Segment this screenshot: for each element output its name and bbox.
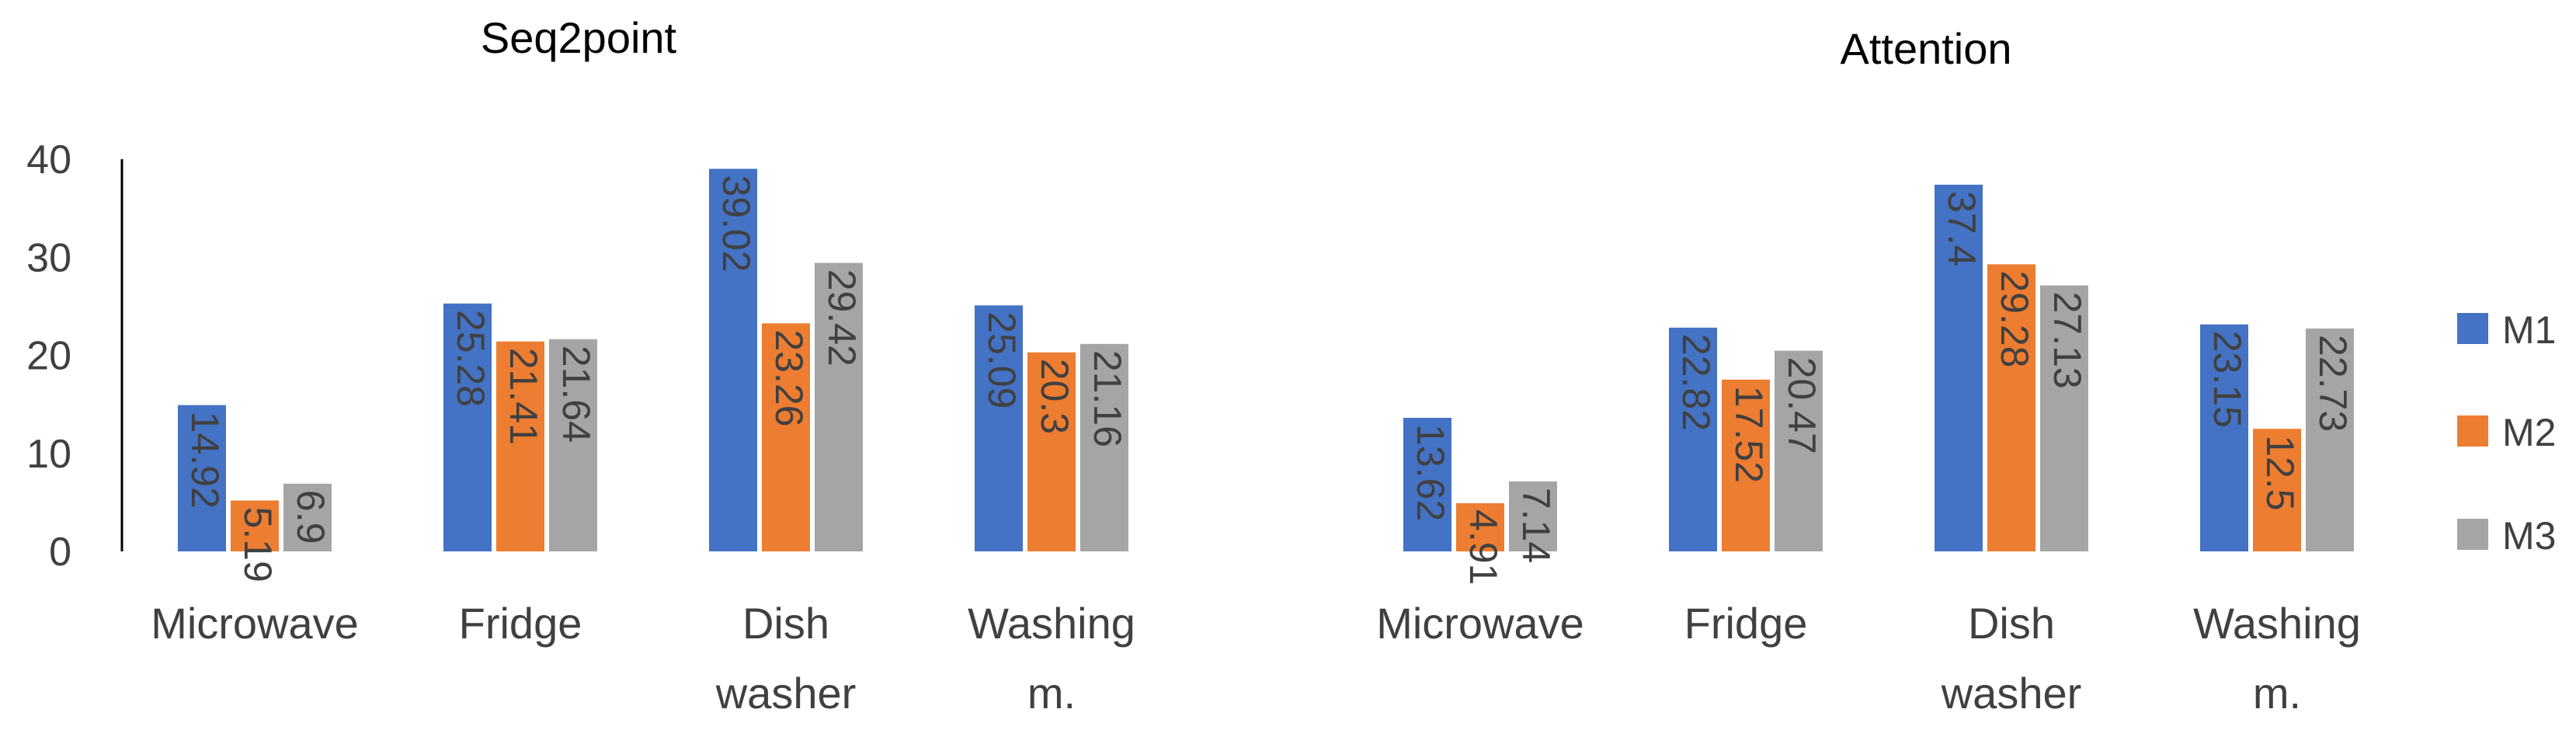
bar: [231, 500, 279, 551]
bar: [975, 305, 1023, 551]
bar: [2253, 429, 2301, 551]
legend-label: M2: [2502, 411, 2556, 454]
data-label: 22.82: [1674, 334, 1718, 431]
bar: [1509, 481, 1557, 551]
legend-swatch: [2457, 415, 2488, 447]
data-label: 27.13: [2046, 291, 2089, 388]
bar: [709, 169, 757, 551]
data-label: 22.73: [2311, 335, 2355, 432]
data-label: 13.62: [1409, 424, 1452, 521]
data-label: 12.5: [2258, 435, 2302, 510]
category-label: m.: [1027, 669, 1076, 718]
category-label: Microwave: [1376, 599, 1584, 648]
data-label: 7.14: [1514, 488, 1558, 563]
data-label: 23.26: [767, 329, 811, 426]
category-label: Washing: [2193, 599, 2361, 648]
category-label: Dish: [742, 599, 829, 648]
legend-swatch: [2457, 519, 2488, 550]
category-label: washer: [715, 669, 857, 718]
data-label: 6.9: [289, 490, 332, 544]
bar: [1403, 418, 1451, 551]
data-label: 20.3: [1033, 359, 1076, 434]
data-label: 4.91: [1462, 509, 1505, 585]
bar: [2200, 324, 2248, 551]
bar: [1027, 352, 1076, 551]
category-label: Microwave: [151, 599, 359, 648]
bar: [1080, 343, 1128, 551]
bar: [762, 323, 810, 551]
bar: [1987, 264, 2035, 551]
legend-label: M1: [2502, 308, 2556, 352]
data-label: 17.52: [1727, 386, 1771, 483]
y-tick-label: 30: [26, 235, 71, 280]
y-tick-label: 0: [49, 530, 71, 575]
bar: [1775, 350, 1823, 551]
bar: [1669, 327, 1717, 551]
bar: [1935, 184, 1983, 551]
bar: [549, 339, 597, 551]
bar: [1722, 379, 1770, 551]
bar: [1456, 503, 1504, 551]
legend-swatch: [2457, 313, 2488, 344]
legend-label: M3: [2502, 514, 2556, 558]
data-label: 21.41: [502, 348, 545, 445]
bar: [178, 405, 226, 551]
category-label: Fridge: [1684, 599, 1808, 648]
bar: [283, 483, 332, 551]
data-label: 20.47: [1780, 357, 1823, 454]
bar: [496, 341, 544, 551]
category-label: washer: [1941, 669, 2082, 718]
bar: [815, 262, 863, 551]
y-tick-label: 40: [26, 137, 71, 182]
category-label: m.: [2253, 669, 2301, 718]
data-label: 39.02: [714, 175, 758, 272]
category-label: Washing: [968, 599, 1135, 648]
y-tick-label: 10: [26, 432, 71, 477]
bar: [443, 303, 492, 551]
data-label: 21.16: [1086, 350, 1129, 447]
data-label: 25.09: [980, 311, 1024, 408]
bar: [2040, 285, 2088, 551]
data-label: 5.19: [236, 506, 280, 582]
data-label: 29.42: [820, 269, 864, 367]
data-label: 25.28: [449, 310, 492, 407]
data-label: 14.92: [183, 412, 227, 509]
y-tick-label: 20: [26, 334, 71, 379]
chart-title: Attention: [1840, 24, 2011, 73]
data-label: 37.4: [1940, 191, 1983, 266]
category-label: Dish: [1968, 599, 2055, 648]
data-label: 23.15: [2206, 331, 2249, 428]
bar: [2306, 328, 2354, 551]
chart-title: Seq2point: [481, 13, 677, 62]
category-label: Fridge: [459, 599, 582, 648]
data-label: 29.28: [1993, 270, 2036, 367]
data-label: 21.64: [554, 346, 598, 443]
